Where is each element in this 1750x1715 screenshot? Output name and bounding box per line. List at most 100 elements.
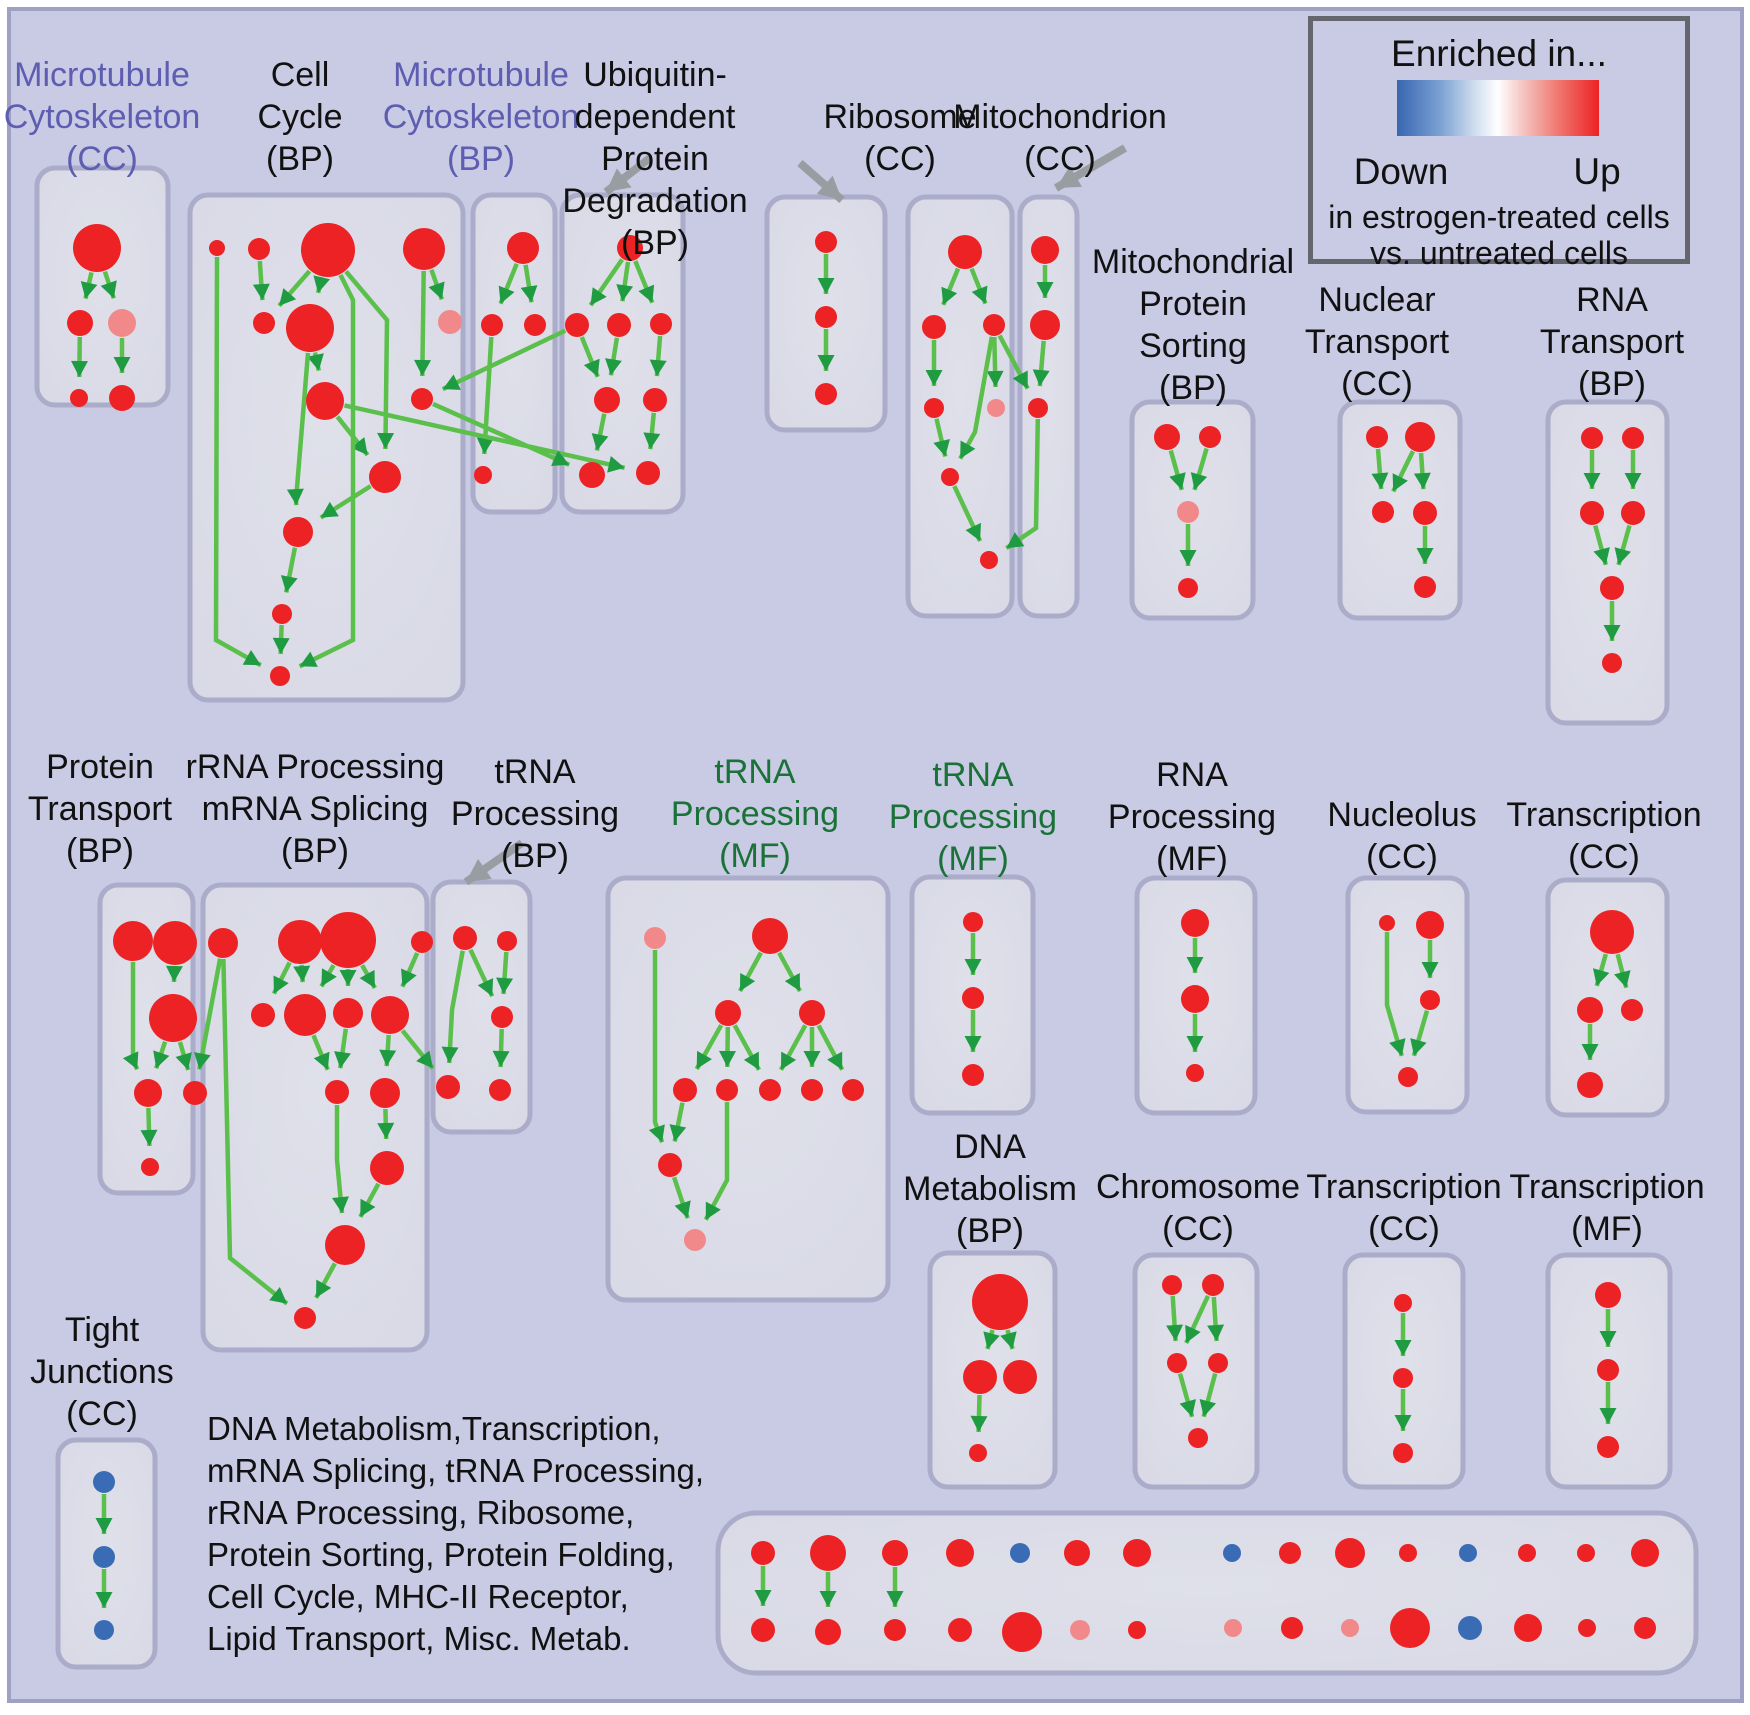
- go-term-node: [1600, 576, 1624, 600]
- cluster-label-mt-cc: Microtubule Cytoskeleton (CC): [4, 56, 201, 178]
- cluster-label-chromosome: Chromosome (CC): [1096, 1168, 1300, 1248]
- go-term-node: [1128, 1621, 1146, 1639]
- relation-edge: [1413, 452, 1431, 490]
- go-term-node: [1622, 427, 1644, 449]
- cluster-label-rrna: rRNA Processing mRNA Splicing (BP): [186, 748, 445, 870]
- go-term-node: [963, 912, 983, 932]
- go-term-node: [453, 926, 477, 950]
- go-term-node: [941, 468, 959, 486]
- relation-edge: [271, 961, 292, 995]
- relation-edge: [1005, 418, 1041, 551]
- relation-edge: [1410, 1009, 1430, 1057]
- relation-edge: [952, 485, 983, 542]
- go-term-node: [325, 1080, 349, 1104]
- go-term-node: [751, 1541, 775, 1565]
- go-term-node: [411, 388, 433, 410]
- relation-edge: [441, 328, 567, 392]
- legend-down-label: Down: [1353, 151, 1449, 192]
- go-term-node: [617, 235, 643, 261]
- cluster-label-trna-mf-2: tRNA Processing (MF): [889, 756, 1057, 878]
- go-term-node: [497, 931, 517, 951]
- go-term-node: [1393, 1443, 1413, 1463]
- caption-line: Cell Cycle, MHC-II Receptor,: [207, 1578, 629, 1615]
- relation-edge: [591, 413, 609, 451]
- go-term-node: [1279, 1542, 1301, 1564]
- go-term-node: [411, 931, 433, 953]
- go-term-node: [1458, 1616, 1482, 1640]
- go-term-node: [815, 231, 837, 253]
- go-term-node: [1581, 427, 1603, 449]
- relation-edge: [1168, 449, 1186, 491]
- go-term-node: [93, 1471, 115, 1493]
- go-term-node: [1372, 501, 1394, 523]
- go-term-node: [333, 998, 363, 1028]
- go-term-node: [94, 1620, 114, 1640]
- relation-edge: [313, 275, 330, 294]
- go-term-node: [1167, 1353, 1187, 1373]
- go-term-node: [284, 994, 326, 1036]
- cluster-box-rrna: [200, 882, 430, 1353]
- go-term-node: [1578, 1619, 1596, 1637]
- go-term-node: [815, 306, 837, 328]
- relation-edge: [1614, 953, 1631, 989]
- go-term-node: [759, 1079, 781, 1101]
- go-term-node: [751, 1618, 775, 1642]
- cluster-label-mt-bp: Microtubule Cytoskeleton (BP): [383, 56, 580, 178]
- go-term-node: [278, 920, 322, 964]
- go-term-node: [149, 994, 197, 1042]
- go-term-node: [922, 315, 946, 339]
- go-term-node: [801, 1079, 823, 1101]
- go-term-node: [1379, 915, 1395, 931]
- go-term-node: [1366, 426, 1388, 448]
- go-term-node: [1393, 1368, 1413, 1388]
- go-term-node: [272, 604, 292, 624]
- go-term-node: [108, 309, 136, 337]
- cluster-label-cell-cycle: Cell Cycle (BP): [257, 56, 342, 178]
- relation-edge: [213, 256, 262, 668]
- go-term-node: [1394, 1294, 1412, 1312]
- go-term-node: [507, 232, 539, 264]
- relation-edge: [616, 261, 634, 302]
- cluster-label-nucleolus: Nucleolus (CC): [1327, 796, 1476, 876]
- relation-edge: [732, 1024, 761, 1071]
- relation-edge: [344, 403, 626, 473]
- go-term-node: [1390, 1608, 1430, 1648]
- go-term-node: [306, 382, 344, 420]
- relation-edge: [1199, 1373, 1218, 1418]
- go-term-node: [73, 224, 121, 272]
- go-term-node: [1188, 1428, 1208, 1448]
- relation-edge: [1166, 1295, 1184, 1342]
- relation-edge: [319, 484, 372, 520]
- relation-edge: [933, 418, 950, 458]
- go-term-node: [948, 1618, 972, 1642]
- go-term-node: [1281, 1617, 1303, 1639]
- go-term-node: [636, 461, 660, 485]
- go-term-node: [286, 304, 334, 352]
- go-term-node: [882, 1540, 908, 1566]
- cluster-label-transcription-mf: Transcription (MF): [1509, 1168, 1704, 1248]
- relation-edge: [400, 952, 420, 988]
- go-term-node: [980, 551, 998, 569]
- relation-edge: [941, 267, 961, 306]
- caption-line: Lipid Transport, Misc. Metab.: [207, 1620, 631, 1657]
- cluster-box-chromosome: [1132, 1252, 1260, 1490]
- go-term-node: [301, 223, 355, 277]
- relation-edge: [414, 270, 432, 377]
- go-term-node: [1580, 501, 1604, 525]
- relation-edge: [605, 337, 622, 376]
- go-term-node: [752, 918, 788, 954]
- relation-edge: [193, 958, 223, 1070]
- go-term-node: [134, 1079, 162, 1107]
- relation-edge: [649, 335, 667, 377]
- go-term-node: [987, 399, 1005, 417]
- relation-edge: [983, 1329, 1000, 1350]
- go-term-node: [1123, 1539, 1151, 1567]
- relation-edge: [970, 1394, 988, 1433]
- go-term-node: [1223, 1544, 1241, 1562]
- go-term-node: [325, 1225, 365, 1265]
- relation-edge: [468, 948, 495, 998]
- go-term-node: [684, 1229, 706, 1251]
- go-term-node: [815, 383, 837, 405]
